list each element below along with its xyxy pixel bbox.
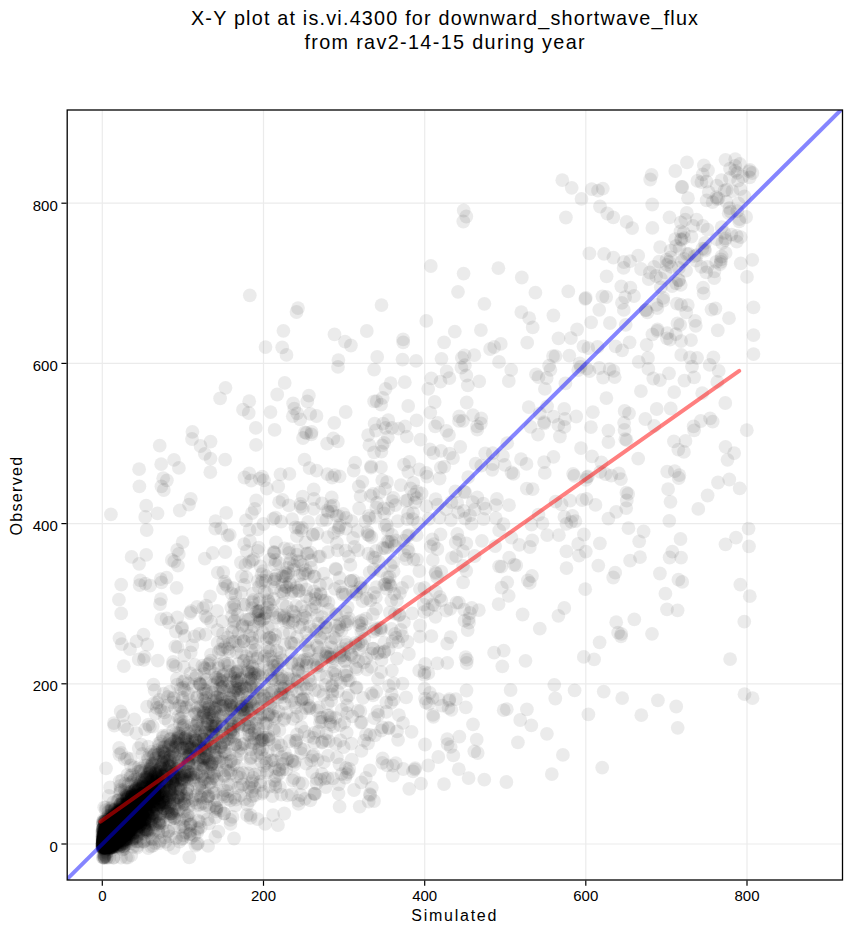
svg-text:200: 200	[33, 677, 58, 694]
svg-text:400: 400	[412, 887, 437, 904]
svg-text:200: 200	[251, 887, 276, 904]
svg-text:X-Y plot at is.vi.4300 for dow: X-Y plot at is.vi.4300 for downward_shor…	[191, 7, 699, 30]
svg-text:Simulated: Simulated	[411, 907, 498, 924]
svg-text:800: 800	[734, 887, 759, 904]
svg-text:600: 600	[573, 887, 598, 904]
svg-text:400: 400	[33, 517, 58, 534]
svg-text:0: 0	[49, 838, 57, 855]
svg-text:Observed: Observed	[8, 455, 25, 535]
svg-text:800: 800	[33, 197, 58, 214]
svg-text:from rav2-14-15 during year: from rav2-14-15 during year	[304, 31, 586, 53]
svg-text:600: 600	[33, 357, 58, 374]
svg-text:0: 0	[98, 887, 106, 904]
